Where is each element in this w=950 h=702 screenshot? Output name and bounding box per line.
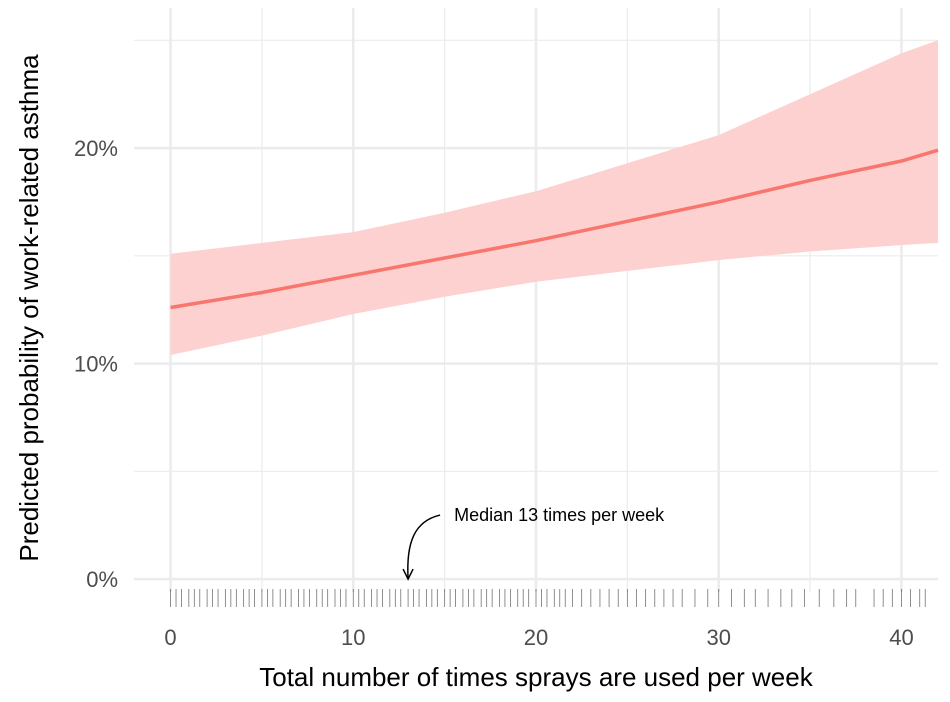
annotation-arrowhead xyxy=(402,568,414,581)
y-axis-title: Predicted probability of work-related as… xyxy=(14,54,44,562)
y-tick-label: 0% xyxy=(86,567,118,592)
x-tick-label: 10 xyxy=(341,625,365,650)
x-tick-label: 40 xyxy=(889,625,913,650)
x-axis-title: Total number of times sprays are used pe… xyxy=(259,662,813,692)
y-tick-labels: 0% 10% 20% xyxy=(74,136,118,592)
predicted-probability-line xyxy=(170,148,939,310)
rug-marks xyxy=(170,589,926,607)
confidence-ribbon xyxy=(170,40,938,356)
y-tick-label: 20% xyxy=(74,136,118,161)
x-tick-labels: 0 10 20 30 40 xyxy=(164,625,913,650)
x-tick-label: 30 xyxy=(706,625,730,650)
annotation-text: Median 13 times per week xyxy=(454,505,665,525)
y-tick-label: 10% xyxy=(74,352,118,377)
x-tick-label: 20 xyxy=(524,625,548,650)
annotation-arrow xyxy=(407,514,441,580)
median-annotation: Median 13 times per week xyxy=(402,505,665,581)
x-tick-label: 0 xyxy=(164,625,176,650)
